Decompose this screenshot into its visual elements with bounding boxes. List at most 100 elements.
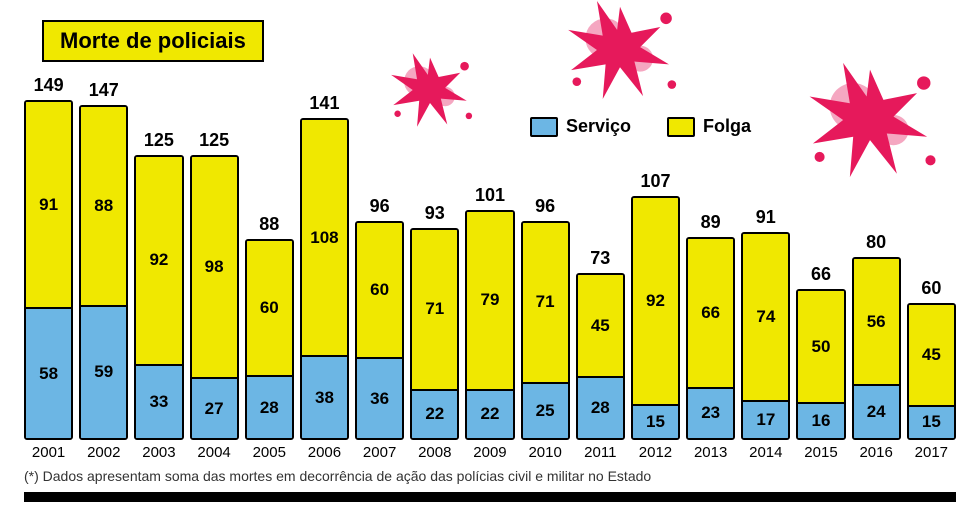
bar-group: 96 3660 (355, 196, 404, 440)
bar-segment-servico: 28 (578, 376, 623, 438)
bar-segment-servico: 58 (26, 307, 71, 438)
bar-segment-servico: 24 (854, 384, 899, 438)
bar-segment-servico: 36 (357, 357, 402, 438)
bar-group: 91 1774 (741, 207, 790, 440)
bar-segment-folga: 88 (81, 107, 126, 305)
bar-group: 88 2860 (245, 214, 294, 440)
bar-segment-servico: 25 (523, 382, 568, 438)
bar-stack: 1592 (631, 196, 680, 440)
bar-group: 73 2845 (576, 248, 625, 440)
bar-segment-folga: 98 (192, 157, 237, 377)
bar-stack: 2366 (686, 237, 735, 440)
bar-stack: 38108 (300, 118, 349, 440)
bar-segment-folga: 108 (302, 120, 347, 355)
x-axis-years: 2001200220032004200520062007200820092010… (24, 444, 956, 461)
x-axis-year: 2009 (465, 444, 514, 461)
bar-group: 125 3392 (134, 130, 183, 440)
footnote: (*) Dados apresentam soma das mortes em … (24, 468, 651, 484)
x-axis-year: 2017 (907, 444, 956, 461)
bar-total-label: 96 (370, 196, 390, 217)
bar-group: 149 5891 (24, 75, 73, 440)
x-axis-year: 2012 (631, 444, 680, 461)
x-axis-year: 2011 (576, 444, 625, 461)
bar-stack: 2798 (190, 155, 239, 440)
bar-segment-servico: 27 (192, 377, 237, 438)
bar-total-label: 141 (309, 93, 339, 114)
x-axis-year: 2010 (521, 444, 570, 461)
x-axis-year: 2005 (245, 444, 294, 461)
bar-total-label: 96 (535, 196, 555, 217)
bar-segment-servico: 59 (81, 305, 126, 438)
bar-segment-folga: 56 (854, 259, 899, 384)
x-axis-year: 2016 (852, 444, 901, 461)
bar-segment-folga: 66 (688, 239, 733, 387)
bar-segment-folga: 79 (467, 212, 512, 389)
bar-segment-folga: 71 (412, 230, 457, 389)
bar-group: 66 1650 (796, 264, 845, 440)
bar-total-label: 91 (756, 207, 776, 228)
bar-stack: 5988 (79, 105, 128, 440)
bar-segment-folga: 45 (578, 275, 623, 375)
bar-segment-servico: 22 (412, 389, 457, 438)
bar-stack: 2456 (852, 257, 901, 440)
bar-segment-servico: 33 (136, 364, 181, 438)
bar-group: 96 2571 (521, 196, 570, 440)
bar-segment-servico: 16 (798, 402, 843, 438)
x-axis-year: 2006 (300, 444, 349, 461)
bar-group: 125 2798 (190, 130, 239, 440)
bar-stack: 2279 (465, 210, 514, 440)
bar-segment-servico: 23 (688, 387, 733, 438)
bar-segment-servico: 38 (302, 355, 347, 438)
x-axis-year: 2015 (796, 444, 845, 461)
chart-title-box: Morte de policiais (42, 20, 264, 62)
bar-total-label: 93 (425, 203, 445, 224)
bar-total-label: 149 (34, 75, 64, 96)
bar-segment-folga: 60 (247, 241, 292, 375)
bar-total-label: 73 (590, 248, 610, 269)
bar-stack: 2860 (245, 239, 294, 440)
bar-segment-folga: 74 (743, 234, 788, 400)
bar-stack: 5891 (24, 100, 73, 440)
bar-stack: 1650 (796, 289, 845, 440)
bar-stack: 1774 (741, 232, 790, 440)
bar-total-label: 88 (259, 214, 279, 235)
bar-total-label: 66 (811, 264, 831, 285)
bar-group: 80 2456 (852, 232, 901, 440)
bar-stack: 3392 (134, 155, 183, 440)
bar-segment-folga: 92 (633, 198, 678, 404)
bar-total-label: 107 (640, 171, 670, 192)
bar-group: 1012279 (465, 185, 514, 440)
x-axis-year: 2007 (355, 444, 404, 461)
bar-group: 1475988 (79, 80, 128, 440)
bar-segment-servico: 28 (247, 375, 292, 438)
bottom-rule (24, 492, 956, 502)
chart-title: Morte de policiais (60, 28, 246, 53)
bar-stack: 2571 (521, 221, 570, 440)
bar-group: 89 2366 (686, 212, 735, 440)
bar-segment-servico: 22 (467, 389, 512, 438)
x-axis-year: 2008 (410, 444, 459, 461)
bar-group: 60 1545 (907, 278, 956, 440)
x-axis-year: 2003 (134, 444, 183, 461)
bar-total-label: 89 (701, 212, 721, 233)
bar-total-label: 80 (866, 232, 886, 253)
bar-segment-folga: 91 (26, 102, 71, 307)
bar-stack: 3660 (355, 221, 404, 440)
bar-segment-servico: 15 (909, 405, 954, 438)
bar-total-label: 125 (199, 130, 229, 151)
bar-total-label: 60 (921, 278, 941, 299)
bar-segment-servico: 17 (743, 400, 788, 438)
bar-segment-folga: 60 (357, 223, 402, 357)
bar-total-label: 125 (144, 130, 174, 151)
bar-segment-folga: 71 (523, 223, 568, 382)
bar-group: 141 38108 (300, 93, 349, 440)
x-axis-year: 2001 (24, 444, 73, 461)
bar-segment-folga: 50 (798, 291, 843, 402)
x-axis-year: 2002 (79, 444, 128, 461)
bar-segment-servico: 15 (633, 404, 678, 438)
bar-segment-folga: 92 (136, 157, 181, 364)
bar-stack: 2271 (410, 228, 459, 440)
bar-stack: 2845 (576, 273, 625, 440)
bar-chart: 1495891147598812533921252798882860141381… (24, 80, 956, 440)
bar-segment-folga: 45 (909, 305, 954, 405)
